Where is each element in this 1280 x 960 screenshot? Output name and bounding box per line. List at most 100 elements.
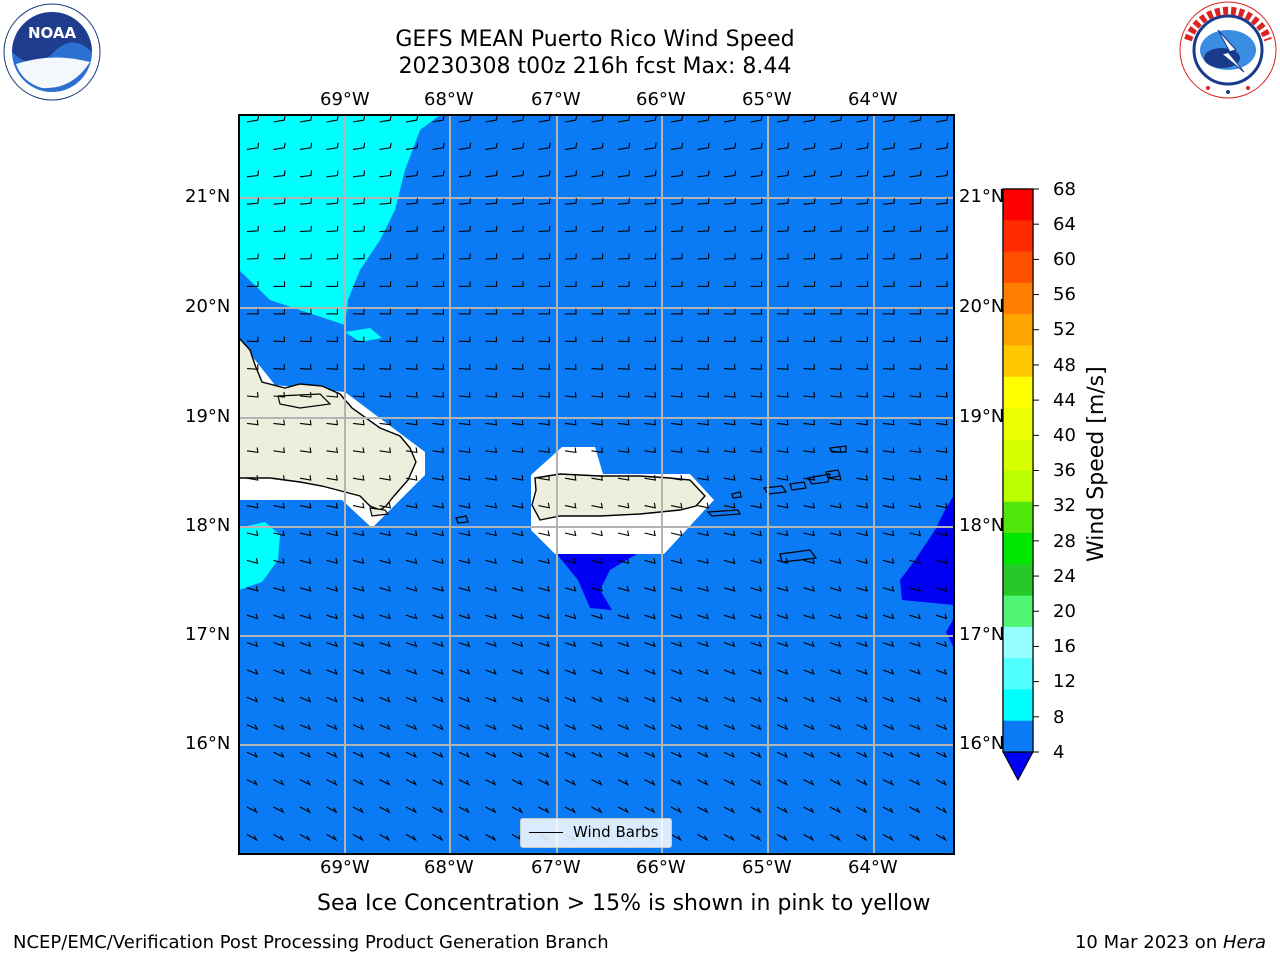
wind-barb — [405, 419, 418, 426]
wind-barb — [670, 613, 683, 620]
wind-barb — [458, 833, 471, 842]
wind-barb — [564, 779, 577, 786]
wind-barb — [776, 253, 789, 260]
wind-barb — [432, 281, 445, 287]
wind-barb — [803, 751, 815, 759]
wind-barb — [299, 364, 312, 370]
wind-barb — [352, 696, 365, 703]
wind-barb — [564, 696, 577, 703]
wind-barb — [829, 502, 842, 509]
wind-barb — [511, 170, 525, 178]
wind-barb — [564, 613, 577, 620]
wind-barb — [723, 502, 736, 509]
lon-label-top: 69°W — [320, 89, 370, 110]
wind-barb — [723, 696, 736, 703]
wind-barb — [564, 585, 577, 592]
wind-barb — [432, 669, 444, 675]
wind-barb — [299, 669, 312, 675]
wind-barb — [856, 530, 868, 537]
wind-barb — [856, 364, 869, 370]
colorbar-segment — [1003, 189, 1033, 221]
wind-barb — [352, 613, 365, 620]
wind-barb — [352, 779, 365, 786]
wind-barb — [352, 336, 365, 343]
wind-barb — [803, 364, 816, 370]
wind-barb — [405, 253, 418, 260]
wind-barb — [432, 364, 445, 370]
colorbar-overlay — [1002, 188, 1034, 753]
wind-barb — [432, 613, 444, 620]
wind-barb — [856, 558, 868, 564]
lon-label-bottom: 67°W — [531, 857, 581, 878]
wind-barb — [273, 392, 286, 398]
wind-barb — [379, 170, 392, 178]
wind-barb — [935, 641, 948, 648]
wind-barb — [352, 833, 365, 842]
wind-barb — [326, 806, 338, 814]
wind-barb — [511, 225, 524, 233]
colorbar-segment — [1003, 220, 1033, 253]
wind-barb — [458, 585, 471, 592]
wind-barb — [405, 585, 418, 592]
wind-barb — [299, 419, 312, 426]
wind-barb — [299, 530, 312, 537]
colorbar-label: Wind Speed [m/s] — [1084, 366, 1109, 562]
wind-barb — [644, 308, 657, 315]
wind-barb — [644, 696, 656, 703]
wind-barb — [485, 641, 497, 648]
wind-barb — [352, 530, 365, 537]
wind-barb — [273, 419, 286, 426]
wind-barb — [670, 419, 683, 426]
footer-host: Hera — [1222, 932, 1266, 953]
wind-barb — [723, 613, 736, 620]
wind-barb — [511, 253, 524, 260]
wind-barb — [538, 669, 550, 675]
wind-barb — [352, 558, 365, 564]
wind-barb — [511, 115, 525, 123]
wind-barb — [776, 724, 789, 731]
wind-barb — [829, 364, 842, 370]
wind-barb — [405, 502, 418, 509]
wind-barb — [723, 447, 736, 454]
wind-barb — [352, 641, 365, 648]
wind-band-0-4-east-2 — [946, 618, 954, 648]
wind-barb — [803, 392, 816, 398]
wind-barb — [511, 308, 524, 315]
colorbar-tick-label: 20 — [1053, 601, 1076, 622]
wind-barb — [723, 115, 737, 123]
wind-barb — [511, 558, 524, 564]
wind-barb — [405, 308, 418, 315]
lon-label-bottom: 64°W — [848, 857, 898, 878]
wind-barb — [273, 779, 285, 786]
wind-barb — [617, 475, 630, 481]
wind-barb — [538, 475, 550, 481]
colorbar-segment — [1003, 720, 1033, 753]
wind-barb — [803, 502, 816, 509]
wind-barb — [352, 142, 366, 150]
lat-label-right: 17°N — [959, 624, 1005, 645]
wind-barb — [432, 225, 445, 233]
wind-barb — [882, 170, 896, 178]
wind-barb — [564, 419, 577, 426]
wind-barb — [750, 447, 763, 454]
wind-barb — [935, 336, 948, 343]
wind-barb — [299, 336, 312, 343]
wind-barb — [511, 419, 524, 426]
wind-barb — [617, 281, 630, 287]
nws-logo — [1179, 1, 1277, 99]
wind-barb — [909, 336, 922, 343]
virgin-islands — [762, 473, 831, 495]
colorbar-tick-label: 68 — [1053, 179, 1076, 200]
wind-barb — [485, 724, 497, 731]
wind-barb — [326, 779, 338, 786]
wind-barb — [670, 502, 683, 509]
wind-barb — [379, 669, 391, 675]
wind-barb — [538, 253, 551, 260]
wind-barb — [750, 558, 762, 564]
wind-barb — [326, 142, 339, 150]
wind-barb — [564, 308, 577, 315]
wind-barb — [882, 225, 895, 233]
wind-barb — [326, 724, 338, 731]
hispaniola-peninsula — [277, 393, 332, 409]
wind-barb — [299, 170, 313, 178]
